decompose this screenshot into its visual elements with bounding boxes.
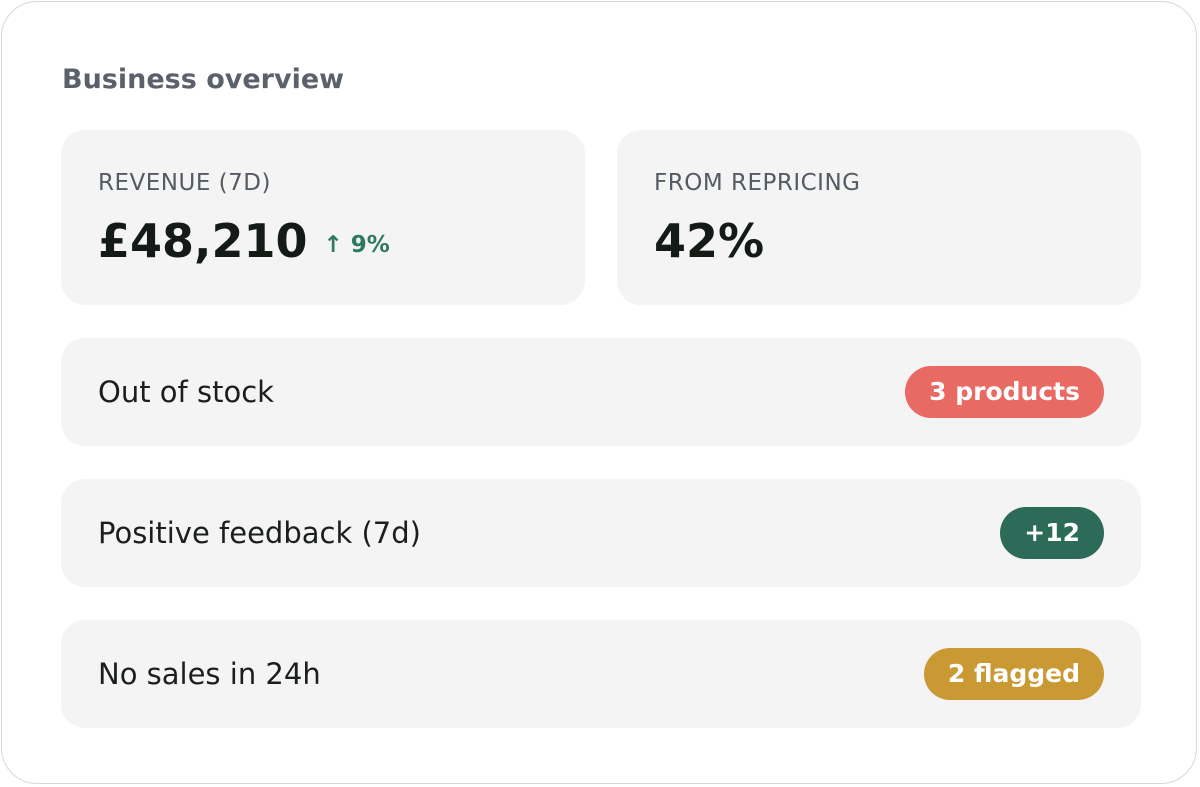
- metric-label: FROM REPRICING: [654, 170, 861, 196]
- metric-tile: FROM REPRICING 42%: [617, 130, 1141, 305]
- metric-label: REVENUE (7D): [98, 170, 271, 196]
- badge: 2 flagged: [923, 648, 1104, 700]
- delta: ↑ 9%: [323, 231, 390, 258]
- status-row: No sales in 24h 2 flagged: [61, 620, 1141, 728]
- row-label: No sales in 24h: [98, 657, 321, 691]
- metric-tile: REVENUE (7D) £48,210 ↑ 9%: [61, 130, 585, 305]
- row-label: Positive feedback (7d): [98, 516, 421, 550]
- row-label: Out of stock: [98, 375, 274, 409]
- title: Business overview: [62, 64, 345, 95]
- value-text: £48,210: [98, 214, 308, 268]
- badge: 3 products: [905, 366, 1104, 418]
- badge: +12: [1000, 507, 1104, 559]
- metric-value: £48,210 ↑ 9%: [98, 214, 390, 268]
- status-row: Out of stock 3 products: [61, 338, 1141, 446]
- status-row: Positive feedback (7d) +12: [61, 479, 1141, 587]
- metric-value: 42%: [654, 214, 765, 268]
